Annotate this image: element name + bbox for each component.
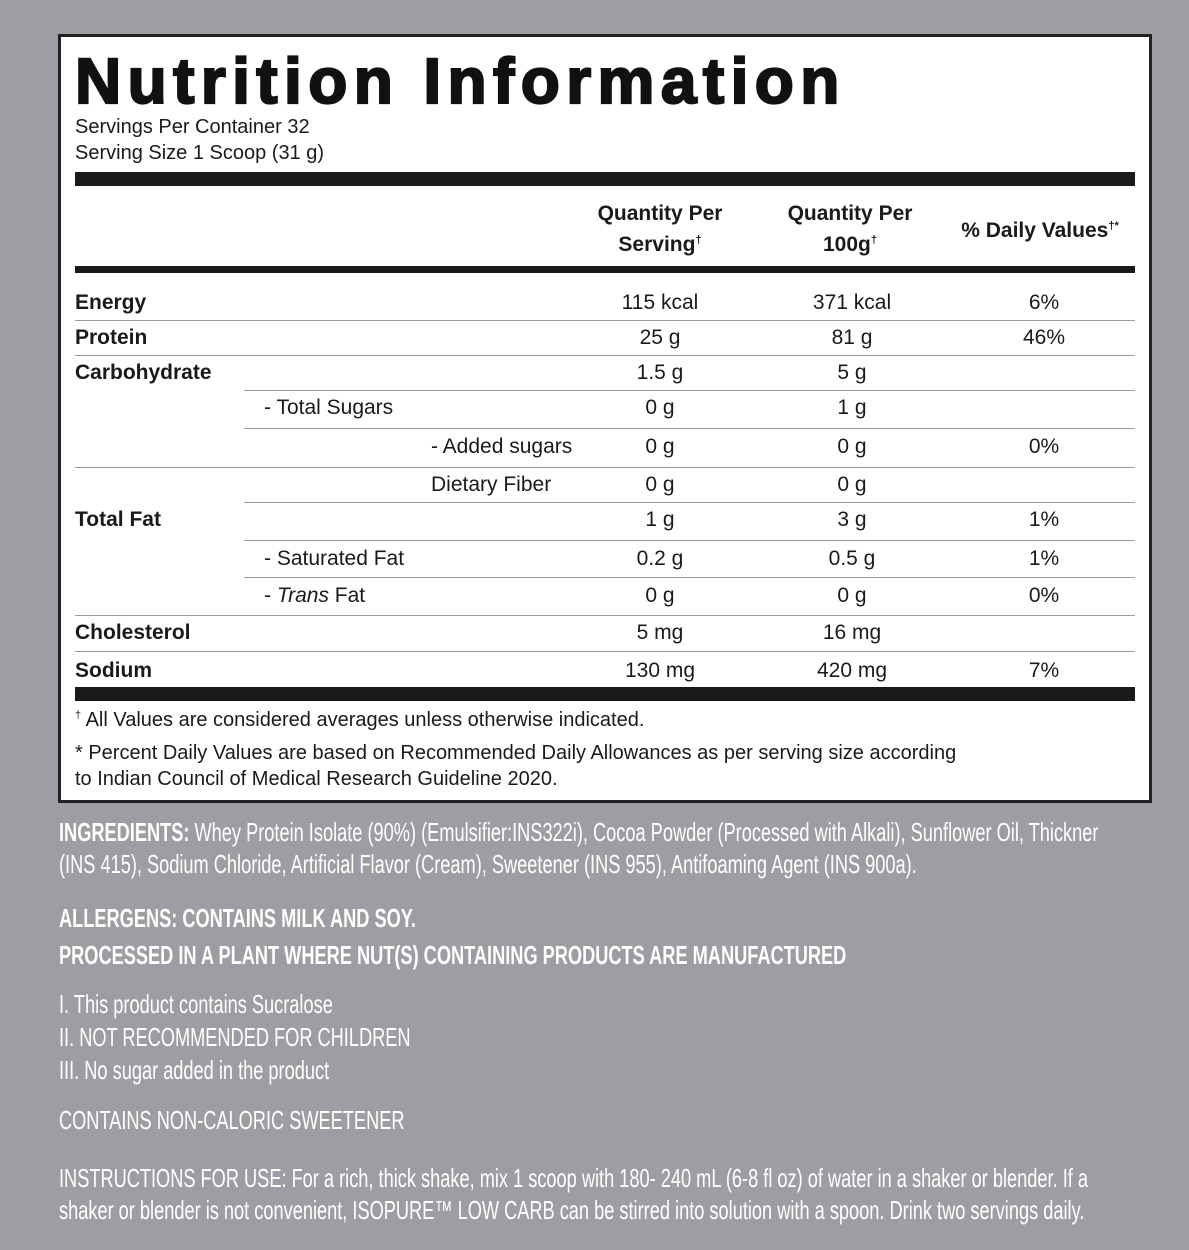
nutrient-label: - Saturated Fat	[264, 547, 405, 570]
daily-value: 7%	[1028, 659, 1060, 682]
daily-value: 0%	[1028, 584, 1060, 607]
header-per-100g: Quantity Per 100g†	[787, 202, 913, 256]
row-divider	[75, 355, 1135, 356]
per-serving-value: 130 mg	[624, 659, 696, 682]
per-100g-value: 3 g	[837, 508, 867, 531]
ingredients-line-1: INGREDIENTS: Whey Protein Isolate (90%) …	[59, 817, 1099, 847]
row-divider	[244, 428, 1135, 429]
divider	[75, 266, 1135, 273]
daily-value: 1%	[1028, 508, 1060, 531]
sweetener-note: CONTAINS NON-CALORIC SWEETENER	[59, 1105, 405, 1135]
per-100g-value: 0 g	[837, 584, 867, 607]
per-serving-value: 25 g	[639, 326, 681, 349]
serving-size: Serving Size 1 Scoop (31 g)	[75, 142, 325, 164]
row-divider	[244, 502, 1135, 503]
nutrient-label: Dietary Fiber	[431, 473, 552, 496]
per-100g-value: 0 g	[837, 473, 867, 496]
per-serving-value: 0.2 g	[636, 547, 684, 570]
per-100g-value: 16 mg	[822, 621, 882, 644]
row-divider	[244, 577, 1135, 578]
processed-warning: PROCESSED IN A PLANT WHERE NUT(S) CONTAI…	[59, 940, 847, 970]
per-serving-value: 0 g	[645, 473, 675, 496]
footnote-averages: † All Values are considered averages unl…	[75, 709, 645, 731]
daily-value: 6%	[1028, 291, 1060, 314]
daily-value: 1%	[1028, 547, 1060, 570]
per-serving-value: 0 g	[645, 584, 675, 607]
per-serving-value: 5 mg	[636, 621, 684, 644]
per-100g-value: 371 kcal	[812, 291, 892, 314]
divider	[75, 687, 1135, 701]
ingredients-line-2: (INS 415), Sodium Chloride, Artificial F…	[59, 849, 917, 879]
row-divider	[75, 615, 1135, 616]
instructions-line-1: INSTRUCTIONS FOR USE: For a rich, thick …	[59, 1163, 1089, 1193]
per-100g-value: 0 g	[837, 435, 867, 458]
footnote-dv-1: * Percent Daily Values are based on Reco…	[75, 742, 957, 764]
row-divider	[75, 651, 1135, 652]
panel-title: Nutrition Information	[74, 45, 846, 117]
nutrient-label: Energy	[75, 291, 147, 314]
per-100g-value: 420 mg	[816, 659, 888, 682]
nutrient-label: Total Fat	[75, 508, 161, 531]
per-100g-value: 81 g	[831, 326, 873, 349]
per-serving-value: 0 g	[645, 396, 675, 419]
daily-value: 0%	[1028, 435, 1060, 458]
row-divider	[75, 320, 1135, 321]
per-serving-value: 1 g	[645, 508, 675, 531]
nutrient-label: - Total Sugars	[264, 396, 394, 419]
header-daily-values: % Daily Values†*	[961, 219, 1119, 242]
allergens: ALLERGENS: CONTAINS MILK AND SOY.	[59, 903, 416, 933]
note-3: III. No sugar added in the product	[59, 1055, 330, 1085]
note-2: II. NOT RECOMMENDED FOR CHILDREN	[59, 1022, 411, 1052]
per-100g-value: 5 g	[837, 361, 867, 384]
nutrient-label: - Trans Fat	[264, 584, 366, 607]
row-divider	[244, 540, 1135, 541]
per-100g-value: 0.5 g	[828, 547, 876, 570]
nutrient-label: - Added sugars	[431, 435, 573, 458]
nutrient-label: Sodium	[75, 659, 152, 682]
per-serving-value: 115 kcal	[621, 291, 699, 314]
nutrition-panel: Nutrition Information Servings Per Conta…	[58, 34, 1152, 803]
row-divider	[75, 467, 1135, 468]
footnote-dv-2: to Indian Council of Medical Research Gu…	[75, 768, 558, 790]
per-serving-value: 0 g	[645, 435, 675, 458]
header-per-serving: Quantity Per Serving†	[597, 202, 723, 256]
note-1: I. This product contains Sucralose	[59, 989, 333, 1019]
per-100g-value: 1 g	[837, 396, 867, 419]
divider	[75, 172, 1135, 186]
nutrient-label: Carbohydrate	[75, 361, 212, 384]
row-divider	[244, 390, 1135, 391]
nutrient-label: Protein	[75, 326, 148, 349]
servings-per-container: Servings Per Container 32	[75, 116, 310, 138]
nutrient-label: Cholesterol	[75, 621, 191, 644]
per-serving-value: 1.5 g	[636, 361, 684, 384]
daily-value: 46%	[1022, 326, 1066, 349]
instructions-line-2: shaker or blender is not convenient, ISO…	[59, 1195, 1085, 1225]
